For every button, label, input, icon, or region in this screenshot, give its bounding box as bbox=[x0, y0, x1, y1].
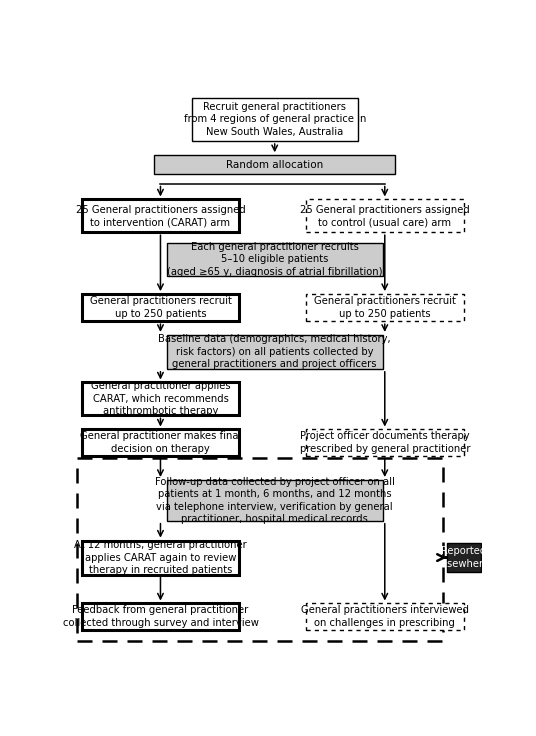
Text: 25 General practitioners assigned
to control (usual care) arm: 25 General practitioners assigned to con… bbox=[300, 205, 470, 227]
Text: General practitioners interviewed
on challenges in prescribing: General practitioners interviewed on cha… bbox=[301, 605, 469, 628]
Text: General practitioner makes final
decision on therapy: General practitioner makes final decisio… bbox=[80, 431, 241, 453]
Bar bbox=[306, 294, 464, 321]
Text: Each general practitioner recruits
5–10 eligible patients
(aged ≥65 y, diagnosis: Each general practitioner recruits 5–10 … bbox=[167, 242, 383, 277]
Bar bbox=[167, 480, 383, 521]
Bar bbox=[81, 199, 240, 233]
Text: Project officer documents therapy
prescribed by general practitioner: Project officer documents therapy prescr… bbox=[300, 431, 470, 453]
Text: General practitioners recruit
up to 250 patients: General practitioners recruit up to 250 … bbox=[90, 297, 232, 319]
Bar bbox=[306, 604, 464, 629]
Bar bbox=[81, 430, 240, 456]
Text: At 12 months, general practitioner
applies CARAT again to review
therapy in recr: At 12 months, general practitioner appli… bbox=[74, 540, 247, 575]
Bar bbox=[81, 604, 240, 629]
Text: Baseline data (demographics, medical history,
risk factors) on all patients coll: Baseline data (demographics, medical his… bbox=[158, 334, 391, 369]
Text: Recruit general practitioners
from 4 regions of general practice in
New South Wa: Recruit general practitioners from 4 reg… bbox=[183, 102, 366, 137]
Bar bbox=[77, 458, 443, 641]
Text: Reported
elsewhere: Reported elsewhere bbox=[438, 546, 489, 569]
Bar bbox=[306, 199, 464, 233]
Bar bbox=[446, 543, 481, 572]
Bar bbox=[167, 243, 383, 276]
Text: General practitioners recruit
up to 250 patients: General practitioners recruit up to 250 … bbox=[314, 297, 456, 319]
Text: Feedback from general practitioner
collected through survey and interview: Feedback from general practitioner colle… bbox=[63, 605, 258, 628]
Bar bbox=[192, 98, 358, 141]
Bar bbox=[167, 335, 383, 369]
Bar bbox=[306, 430, 464, 456]
Text: 25 General practitioners assigned
to intervention (CARAT) arm: 25 General practitioners assigned to int… bbox=[76, 205, 245, 227]
Text: General practitioner applies
CARAT, which recommends
antithrombotic therapy: General practitioner applies CARAT, whic… bbox=[91, 381, 230, 417]
Bar bbox=[81, 383, 240, 415]
Text: Random allocation: Random allocation bbox=[226, 160, 323, 170]
Bar bbox=[81, 294, 240, 321]
Bar bbox=[81, 540, 240, 575]
Bar bbox=[154, 155, 395, 174]
Text: Follow-up data collected by project officer on all
patients at 1 month, 6 months: Follow-up data collected by project offi… bbox=[155, 477, 394, 524]
